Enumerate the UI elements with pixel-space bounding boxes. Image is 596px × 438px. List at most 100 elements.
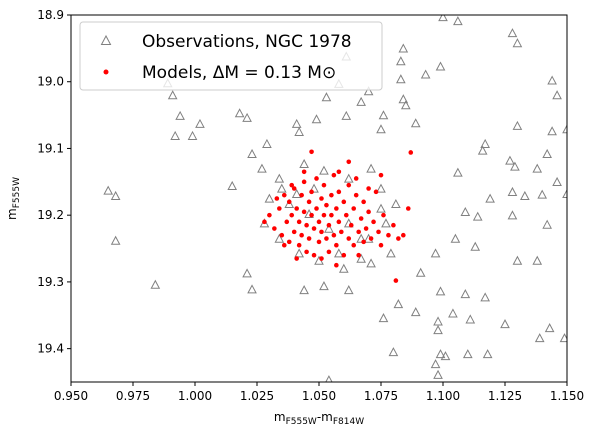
observation-marker bbox=[175, 110, 185, 120]
observation-marker bbox=[507, 210, 518, 220]
y-axis-label-part: m bbox=[5, 208, 19, 220]
observation-marker bbox=[552, 90, 562, 100]
observation-marker bbox=[420, 69, 431, 79]
observation-marker bbox=[500, 319, 510, 329]
model-point bbox=[373, 189, 379, 195]
model-point bbox=[321, 182, 327, 188]
model-point bbox=[299, 192, 304, 198]
observation-marker bbox=[430, 359, 441, 369]
observation-marker bbox=[110, 235, 121, 245]
y-tick-label: 19.2 bbox=[37, 208, 64, 222]
model-point bbox=[306, 199, 312, 205]
model-point bbox=[319, 196, 324, 201]
model-point bbox=[296, 242, 302, 248]
model-point bbox=[376, 229, 381, 235]
observation-marker bbox=[311, 114, 322, 124]
observation-marker bbox=[334, 248, 344, 258]
model-point bbox=[311, 252, 317, 258]
observation-marker bbox=[391, 198, 401, 209]
observation-marker bbox=[247, 148, 257, 158]
observation-marker bbox=[532, 255, 543, 265]
model-point bbox=[306, 236, 312, 241]
x-tick-label: 1.150 bbox=[550, 389, 584, 403]
model-point bbox=[304, 249, 309, 255]
observation-marker bbox=[562, 124, 567, 134]
observation-marker bbox=[386, 248, 396, 258]
legend-marker bbox=[100, 34, 112, 45]
model-point bbox=[393, 278, 399, 283]
x-tick-label: 1.025 bbox=[240, 389, 274, 403]
model-point bbox=[346, 236, 352, 241]
model-point bbox=[346, 182, 352, 188]
model-point bbox=[341, 252, 347, 258]
observation-marker bbox=[532, 163, 543, 173]
model-point bbox=[371, 219, 376, 225]
observation-marker bbox=[450, 233, 461, 243]
model-point bbox=[341, 199, 347, 205]
observation-marker bbox=[319, 165, 329, 175]
legend-label: Observations, NGC 1978 bbox=[142, 32, 352, 52]
model-point bbox=[348, 222, 354, 228]
model-point bbox=[274, 196, 280, 201]
observation-marker bbox=[547, 126, 557, 136]
observation-marker bbox=[512, 38, 523, 48]
observation-marker bbox=[547, 75, 557, 85]
observation-marker bbox=[507, 186, 518, 196]
observation-marker bbox=[257, 163, 267, 173]
observation-marker bbox=[433, 369, 443, 379]
x-tick-label: 1.125 bbox=[488, 389, 522, 403]
observation-marker bbox=[356, 233, 366, 243]
observation-marker bbox=[512, 120, 523, 130]
observation-marker bbox=[167, 90, 178, 100]
model-point bbox=[321, 212, 327, 218]
observation-marker bbox=[319, 281, 329, 291]
observation-marker bbox=[150, 279, 161, 289]
observation-marker bbox=[480, 138, 490, 148]
x-axis-label-part: m bbox=[274, 410, 286, 424]
observation-marker bbox=[430, 248, 441, 258]
observation-marker bbox=[460, 206, 471, 217]
y-tick-label: 19.0 bbox=[37, 75, 64, 89]
model-point bbox=[343, 212, 349, 218]
model-point bbox=[316, 219, 322, 225]
observation-marker bbox=[381, 218, 391, 228]
model-point bbox=[284, 219, 290, 225]
model-point bbox=[286, 239, 292, 245]
observation-marker bbox=[343, 285, 354, 295]
plot-marks bbox=[103, 15, 567, 382]
model-point bbox=[329, 212, 334, 218]
observation-marker bbox=[242, 112, 252, 122]
observation-marker bbox=[274, 233, 285, 243]
observation-marker bbox=[433, 316, 443, 326]
model-point bbox=[356, 252, 361, 258]
observation-marker bbox=[435, 349, 446, 359]
observation-marker bbox=[537, 189, 548, 199]
model-point bbox=[267, 212, 272, 218]
model-point bbox=[353, 176, 359, 181]
x-axis-label: mF555W-mF814W bbox=[274, 410, 364, 427]
model-point bbox=[334, 262, 339, 268]
observation-marker bbox=[433, 325, 443, 335]
observation-marker bbox=[338, 263, 349, 273]
model-point bbox=[405, 206, 411, 211]
legend-marker bbox=[103, 69, 109, 75]
model-point bbox=[314, 176, 319, 181]
model-point bbox=[386, 232, 391, 238]
model-point bbox=[378, 242, 384, 248]
observation-marker bbox=[259, 218, 270, 228]
model-point bbox=[363, 226, 369, 231]
model-point bbox=[346, 159, 352, 165]
model-point bbox=[361, 239, 366, 245]
legend-box bbox=[79, 21, 383, 91]
model-point bbox=[286, 199, 292, 205]
observation-marker bbox=[388, 347, 399, 357]
model-point bbox=[291, 229, 297, 235]
observation-marker bbox=[440, 351, 451, 361]
x-tick-label: 1.000 bbox=[178, 389, 212, 403]
model-point bbox=[336, 219, 342, 225]
observation-marker bbox=[562, 188, 567, 198]
observation-marker bbox=[398, 94, 409, 104]
model-point bbox=[301, 209, 307, 215]
model-point bbox=[326, 222, 332, 228]
observation-marker bbox=[477, 145, 488, 155]
